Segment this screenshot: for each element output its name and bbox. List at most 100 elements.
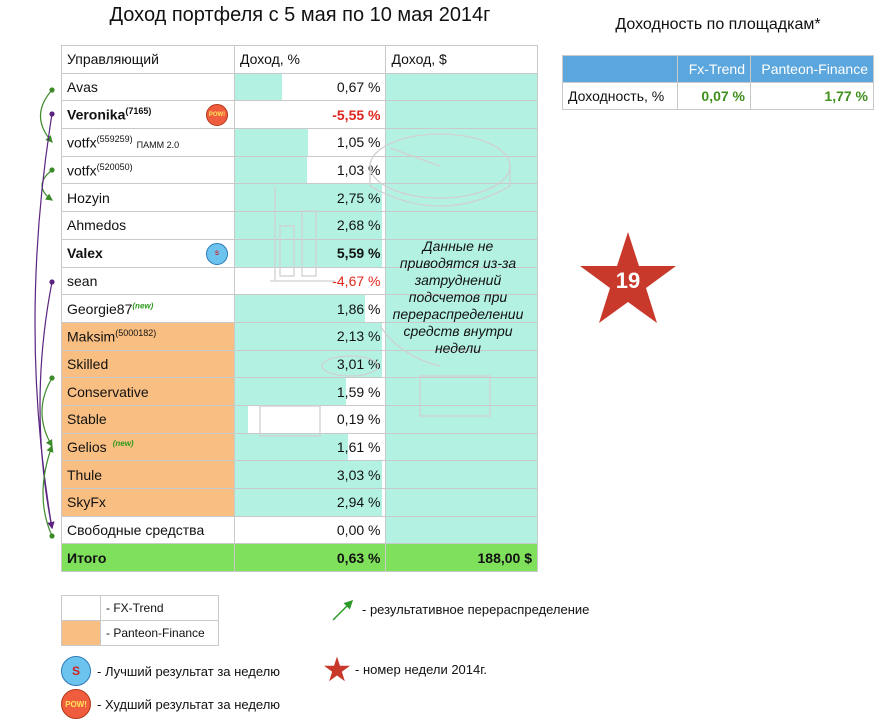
manager-name-cell: Avas (61, 72, 235, 102)
manager-name: sean (67, 272, 98, 289)
platform-values-row: Доходность, % 0,07 % 1,77 % (562, 82, 874, 110)
platform-value-fxtrend: 0,07 % (677, 82, 751, 110)
income-percent-value: 2,94 % (336, 494, 381, 511)
income-bar (235, 74, 282, 100)
income-percent-value: 3,03 % (336, 466, 381, 483)
legend-arrow-label: - результативное перераспределение (362, 601, 590, 617)
header-manager: Управляющий (61, 45, 235, 74)
income-percent-cell: -5,55 % (233, 100, 387, 130)
income-percent-value: -5,55 % (332, 106, 381, 123)
income-percent-cell: 0,19 % (233, 404, 387, 434)
income-note: Данные не приводятся из-за затруднений п… (392, 238, 524, 356)
income-percent-cell: 2,75 % (233, 183, 387, 213)
manager-name-cell: SkyFx (61, 488, 235, 517)
manager-name-cell: Gelios (new) (61, 432, 235, 462)
platform-header-row: Fx-Trend Panteon-Finance (562, 55, 874, 83)
manager-name: Conservative (67, 383, 149, 400)
manager-name-cell: Hozyin (61, 183, 235, 213)
table-row: SkyFx 2,94 % (61, 488, 538, 517)
total-row: Итого 0,63 % 188,00 $ (61, 543, 538, 573)
table-row: Veronika(7165) POW! -5,55 % (61, 100, 538, 130)
income-dollar-cell (385, 100, 538, 130)
income-percent-cell: 0,67 % (233, 72, 387, 102)
manager-name-cell: votfx(520050) (61, 155, 235, 185)
income-percent-cell: 5,59 % (233, 238, 387, 268)
table-row: Gelios (new) 1,61 % (61, 432, 538, 462)
legend-best-label: - Лучший результат за неделю (97, 663, 280, 679)
manager-name: Ahmedos (67, 217, 127, 234)
manager-name: Maksim (67, 328, 116, 345)
manager-name: votfx (67, 162, 97, 179)
legend-panteon-swatch (61, 620, 101, 646)
income-percent-value: 3,01 % (336, 355, 381, 372)
income-bar (235, 184, 382, 211)
legend-worst-item: POW! - Худший результат за неделю (61, 689, 280, 719)
table-row: sean -4,67 % (61, 266, 538, 296)
manager-name-cell: Valex S (61, 238, 235, 268)
platform-row-label: Доходность, % (562, 82, 678, 110)
income-dollar-cell (385, 377, 538, 406)
income-percent-value: 2,75 % (336, 189, 381, 206)
legend-star-label: - номер недели 2014г. (355, 661, 488, 677)
income-percent-value: 2,68 % (336, 217, 381, 234)
manager-name: Stable (67, 411, 107, 428)
income-percent-cell: 1,86 % (233, 294, 387, 323)
platform-value-panteon: 1,77 % (750, 82, 874, 110)
income-bar (235, 129, 309, 156)
legend-panteon-label: - Panteon-Finance (100, 620, 219, 646)
manager-name: Avas (67, 79, 98, 96)
pamm-note: ПАММ 2.0 (136, 139, 180, 150)
legend-fxtrend-row: - FX-Trend (61, 595, 219, 621)
legend-best-item: S - Лучший результат за неделю (61, 656, 280, 686)
manager-name: SkyFx (67, 494, 106, 511)
income-percent-cell: 2,13 % (233, 321, 387, 351)
manager-name-cell: Maksim(5000182) (61, 321, 235, 351)
manager-name: Valex (67, 245, 103, 262)
superman-badge-icon: S (205, 242, 228, 265)
table-row: votfx(520050) 1,03 % (61, 155, 538, 185)
manager-name-cell: Stable (61, 404, 235, 434)
table-row: Ahmedos 2,68 % (61, 211, 538, 240)
legend-arrow-item: - результативное перераспределение (330, 596, 589, 622)
manager-name-cell: Veronika(7165) POW! (61, 100, 235, 130)
income-dollar-cell (385, 266, 538, 296)
income-bar (235, 461, 382, 488)
manager-account-number: (7165) (125, 106, 152, 117)
income-percent-cell: 3,01 % (233, 349, 387, 379)
redistribution-arrows (34, 87, 55, 539)
green-arrow-icon (332, 599, 354, 621)
platform-returns-table: Fx-Trend Panteon-Finance Доходность, % 0… (562, 55, 874, 110)
income-percent-cell: 3,03 % (233, 460, 387, 489)
total-percent: 0,63 % (233, 543, 387, 573)
manager-name: Skilled (67, 355, 109, 372)
income-dollar-cell (385, 294, 538, 323)
manager-name: Свободные средства (67, 522, 205, 539)
income-percent-value: 0,00 % (336, 522, 381, 539)
week-star-icon (580, 232, 676, 323)
superman-badge-icon: S (61, 656, 91, 686)
manager-name-cell: Ahmedos (61, 211, 235, 240)
income-bar (235, 434, 348, 460)
manager-name-cell: votfx(559259)ПАММ 2.0 (61, 128, 235, 157)
table-row: Hozyin 2,75 % (61, 183, 538, 213)
header-income-dollar: Доход, $ (385, 45, 538, 74)
table-row: Свободные средства 0,00 % (61, 515, 538, 545)
income-bar (235, 378, 347, 405)
manager-name-cell: Skilled (61, 349, 235, 379)
income-dollar-cell (385, 460, 538, 489)
new-tag: (new) (132, 300, 154, 310)
manager-name: Hozyin (67, 189, 110, 206)
income-percent-value: 2,13 % (336, 328, 381, 345)
income-dollar-cell (385, 404, 538, 434)
manager-account-number: (559259) (96, 134, 133, 145)
platform-returns-title: Доходность по площадкам* (615, 16, 821, 33)
star-icon (324, 656, 350, 682)
income-percent-value: -4,67 % (332, 272, 381, 289)
income-bar (235, 489, 382, 516)
income-dollar-cell (385, 211, 538, 240)
income-percent-value: 5,59 % (336, 245, 381, 262)
income-percent-cell: 2,94 % (233, 488, 387, 517)
manager-account-number: (5000182) (115, 327, 157, 338)
income-dollar-cell (385, 155, 538, 185)
header-income-percent: Доход, % (233, 45, 387, 74)
